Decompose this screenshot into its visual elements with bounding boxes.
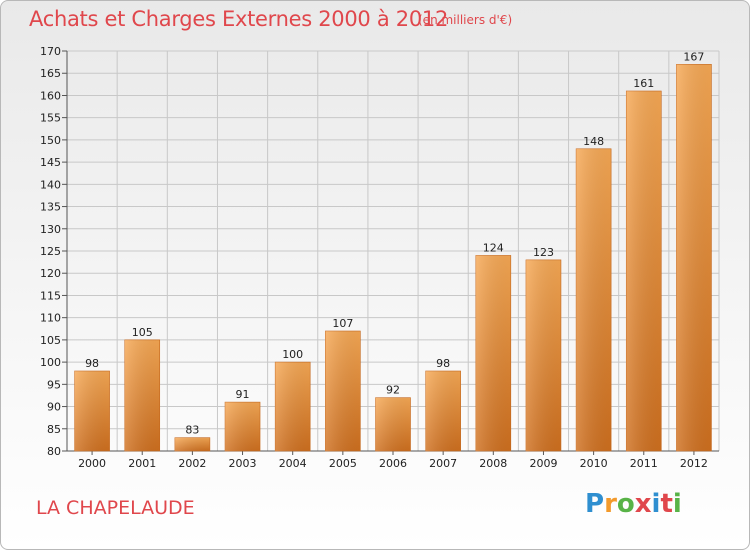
data-label: 98 [85, 357, 99, 370]
proxiti-logo: Proxiti [585, 489, 682, 519]
bar-highlight [275, 362, 311, 451]
chart-subtitle: (en milliers d'€) [418, 13, 513, 27]
y-tick-label: 140 [40, 178, 61, 191]
bar-highlight [425, 371, 461, 451]
x-tick-label: 2012 [680, 457, 708, 470]
data-label: 91 [236, 388, 250, 401]
x-tick-label: 2007 [429, 457, 457, 470]
logo-letter: o [616, 489, 635, 519]
y-tick-label: 145 [40, 156, 61, 169]
bars [74, 64, 712, 452]
data-labels: 98 105 83 91 100 107 92 98 124 123 148 161 167 [85, 50, 704, 436]
x-tick-label: 2000 [78, 457, 106, 470]
y-tick-label: 80 [47, 445, 61, 458]
y-tick-label: 95 [47, 378, 61, 391]
data-label: 92 [386, 384, 400, 397]
bar-highlight [325, 331, 361, 451]
data-label: 83 [185, 424, 199, 437]
y-tick-label: 130 [40, 223, 61, 236]
x-tick-label: 2002 [178, 457, 206, 470]
logo-letter: i [651, 489, 661, 519]
bar-highlight [74, 371, 110, 451]
data-label: 107 [332, 317, 353, 330]
x-tick-label: 2005 [329, 457, 357, 470]
y-tick-label: 115 [40, 289, 61, 302]
bar-highlight [626, 91, 662, 451]
bar-highlight [124, 339, 160, 451]
x-tick-label: 2001 [128, 457, 156, 470]
data-label: 98 [436, 357, 450, 370]
logo-letter: r [604, 489, 617, 519]
bar-highlight [525, 259, 561, 451]
logo-letter: i [672, 489, 682, 519]
commune-name: LA CHAPELAUDE [36, 497, 195, 519]
data-label: 161 [633, 77, 654, 90]
y-tick-label: 100 [40, 356, 61, 369]
y-tick-label: 155 [40, 112, 61, 125]
logo-letter: t [660, 489, 673, 519]
data-label: 167 [683, 50, 704, 63]
data-label: 123 [533, 246, 554, 259]
data-label: 100 [282, 348, 303, 361]
bar-highlight [225, 402, 261, 451]
bar-highlight [375, 397, 411, 451]
data-label: 124 [483, 241, 504, 254]
axes: 80 85 90 95 100 105 110 115 120 125 130 135 140 145 15… [40, 45, 719, 470]
chart-title: Achats et Charges Externes 2000 à 2012 [29, 7, 449, 31]
bar-highlight [475, 255, 511, 451]
x-tick-label: 2010 [580, 457, 608, 470]
y-tick-label: 125 [40, 245, 61, 258]
y-tick-label: 165 [40, 67, 61, 80]
x-tick-label: 2003 [229, 457, 257, 470]
bar-highlight [576, 148, 612, 451]
y-tick-label: 90 [47, 401, 61, 414]
y-tick-label: 135 [40, 201, 61, 214]
y-tick-label: 110 [40, 312, 61, 325]
logo-letter: x [634, 489, 652, 519]
x-tick-label: 2008 [479, 457, 507, 470]
data-label: 105 [132, 326, 153, 339]
bar-highlight [676, 64, 712, 452]
y-tick-label: 160 [40, 89, 61, 102]
logo-letter: P [585, 489, 605, 519]
y-tick-label: 150 [40, 134, 61, 147]
bar-highlight [174, 437, 210, 451]
x-tick-label: 2011 [630, 457, 658, 470]
y-tick-label: 170 [40, 45, 61, 58]
data-label: 148 [583, 135, 604, 148]
x-tick-label: 2006 [379, 457, 407, 470]
x-tick-label: 2009 [529, 457, 557, 470]
y-tick-label: 105 [40, 334, 61, 347]
x-tick-label: 2004 [279, 457, 307, 470]
y-tick-label: 120 [40, 267, 61, 280]
y-tick-label: 85 [47, 423, 61, 436]
